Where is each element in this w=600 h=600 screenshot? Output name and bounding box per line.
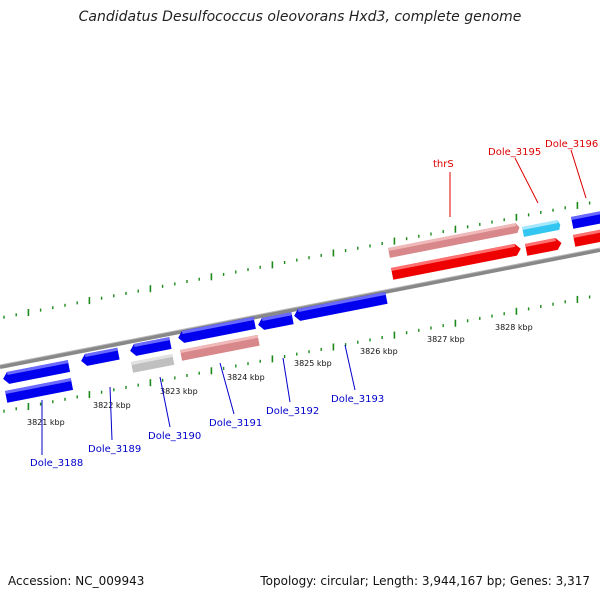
scale-label: 3825 kbp [294, 359, 332, 368]
gene-label-dole-3193[interactable]: Dole_3193 [331, 394, 384, 405]
gene-dole-3188-lower-track[interactable] [5, 378, 74, 403]
scale-label: 3821 kbp [27, 418, 65, 427]
gene-dole-3196-forward-track[interactable] [571, 209, 600, 229]
gene-label-dole-3192[interactable]: Dole_3192 [266, 406, 319, 417]
gene-dole-3192[interactable] [257, 312, 294, 330]
gene-dole-3190[interactable] [129, 337, 172, 357]
genome-summary: Topology: circular; Length: 3,944,167 bp… [260, 574, 590, 588]
gene-dole-3189[interactable] [80, 347, 120, 367]
scale-labels: 3821 kbp 3822 kbp 3823 kbp 3824 kbp 3825 kbp… [27, 323, 533, 427]
gene-dole-3196[interactable] [573, 227, 600, 247]
scale-label: 3826 kbp [360, 347, 398, 356]
label-leader-lines [41, 149, 587, 455]
gene-dole-3191[interactable] [177, 317, 256, 344]
scale-label: 3822 kbp [93, 401, 131, 410]
accession-label: Accession: NC_009943 [8, 574, 145, 588]
scale-label: 3823 kbp [160, 387, 198, 396]
gene-label-dole-3190[interactable]: Dole_3190 [148, 431, 201, 442]
scale-label: 3824 kbp [227, 373, 265, 382]
scale-label: 3827 kbp [427, 335, 465, 344]
gene-label-dole-3195[interactable]: Dole_3195 [488, 147, 541, 158]
genome-backbone [0, 247, 600, 369]
forward-strand-genes [2, 291, 388, 403]
upper-scale-ticks [3, 201, 591, 319]
gene-label-dole-3191[interactable]: Dole_3191 [209, 418, 262, 429]
gene-dole-3193[interactable] [293, 291, 388, 322]
gene-dole-3195[interactable] [525, 237, 563, 256]
gene-dole-3188[interactable] [2, 360, 71, 385]
gene-labels: Dole_3188 Dole_3189 Dole_3190 Dole_3191 … [30, 139, 598, 469]
reverse-strand-genes [388, 209, 600, 280]
scale-label: 3828 kbp [495, 323, 533, 332]
gene-label-thrS[interactable]: thrS [433, 159, 454, 170]
gene-label-dole-3188[interactable]: Dole_3188 [30, 458, 83, 469]
lower-scale-ticks [3, 295, 591, 413]
gene-thrS[interactable] [391, 243, 522, 280]
map-title: Candidatus Desulfococcus oleovorans Hxd3… [78, 9, 522, 25]
gene-label-dole-3196[interactable]: Dole_3196 [545, 139, 598, 150]
gene-label-dole-3189[interactable]: Dole_3189 [88, 444, 141, 455]
